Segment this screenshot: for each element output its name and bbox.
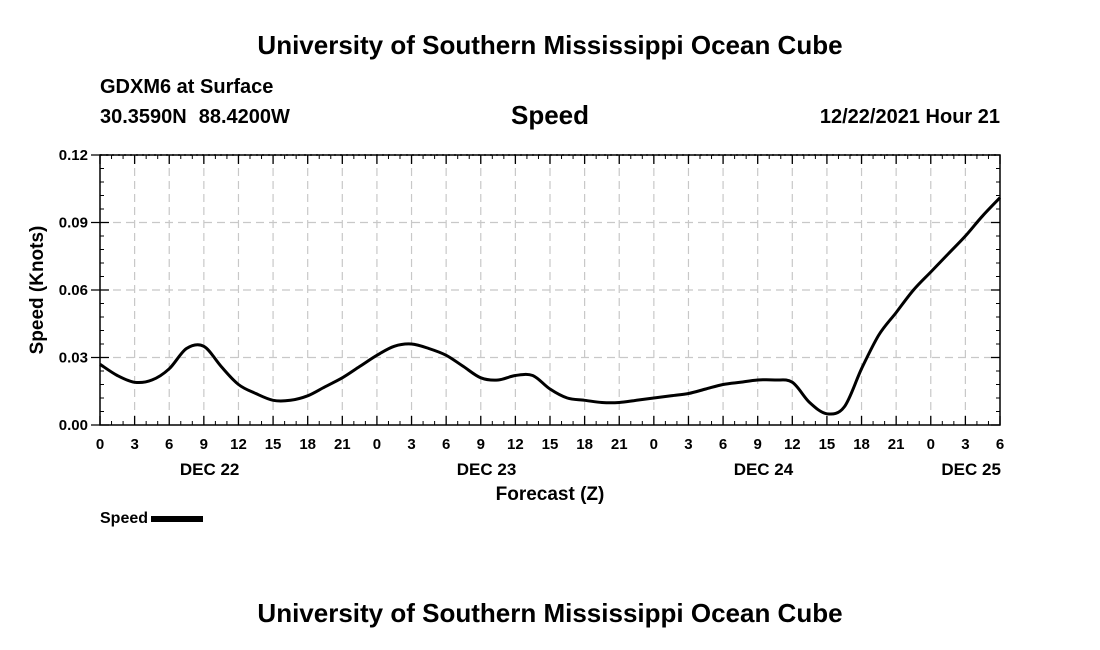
x-tick-label: 9: [754, 436, 762, 453]
speed-series-line: [99, 196, 1002, 416]
coordinates: 30.3590N 88.4200W: [100, 106, 290, 129]
date-label: DEC 22: [180, 460, 240, 479]
x-tick-label: 3: [961, 436, 969, 453]
x-tick-label: 0: [373, 436, 381, 453]
y-tick-label: 0.09: [59, 215, 88, 232]
legend: Speed: [100, 510, 204, 528]
y-tick-label: 0.06: [59, 282, 88, 299]
variable-title: Speed: [510, 100, 590, 130]
y-tick-label: 0.00: [59, 417, 88, 434]
date-label: DEC 24: [734, 460, 794, 479]
x-tick-label: 12: [784, 436, 801, 453]
legend-swatch: [151, 516, 204, 522]
longitude: 88.4200W: [198, 106, 290, 128]
y-axis-label: Speed (Knots): [27, 226, 48, 355]
y-tick-label: 0.12: [59, 147, 88, 164]
x-tick-label: 9: [200, 436, 208, 453]
x-tick-label: 21: [888, 436, 905, 453]
x-tick-label: 3: [407, 436, 415, 453]
x-tick-label: 3: [130, 436, 138, 453]
x-tick-label: 6: [442, 436, 450, 453]
date-label: DEC 23: [457, 460, 517, 479]
x-tick-label: 9: [477, 436, 485, 453]
date-label: DEC 25: [941, 460, 1001, 479]
x-tick-label: 3: [684, 436, 692, 453]
latitude: 30.3590N: [100, 106, 187, 128]
x-tick-label: 0: [927, 436, 935, 453]
x-axis-label: Forecast (Z): [496, 484, 605, 505]
x-tick-label: 18: [853, 436, 870, 453]
x-tick-label: 0: [650, 436, 658, 453]
chart-title: University of Southern Mississippi Ocean…: [257, 30, 843, 60]
x-tick-label: 15: [542, 436, 559, 453]
x-tick-label: 6: [165, 436, 173, 453]
x-tick-label: 18: [576, 436, 593, 453]
x-tick-label: 12: [230, 436, 247, 453]
x-tick-label: 21: [611, 436, 628, 453]
run-datetime: 12/22/2021 Hour 21: [819, 106, 1000, 128]
x-tick-label: 6: [996, 436, 1004, 453]
footer-title: University of Southern Mississippi Ocean…: [257, 598, 843, 628]
x-tick-label: 15: [819, 436, 836, 453]
x-tick-label: 6: [719, 436, 727, 453]
legend-label: Speed: [100, 510, 149, 527]
x-tick-label: 12: [507, 436, 524, 453]
y-tick-label: 0.03: [59, 350, 88, 367]
x-tick-label: 18: [299, 436, 316, 453]
x-tick-label: 21: [334, 436, 351, 453]
x-tick-label: 0: [96, 436, 104, 453]
station-label: GDXM6 at Surface: [100, 76, 274, 98]
x-tick-label: 15: [265, 436, 282, 453]
